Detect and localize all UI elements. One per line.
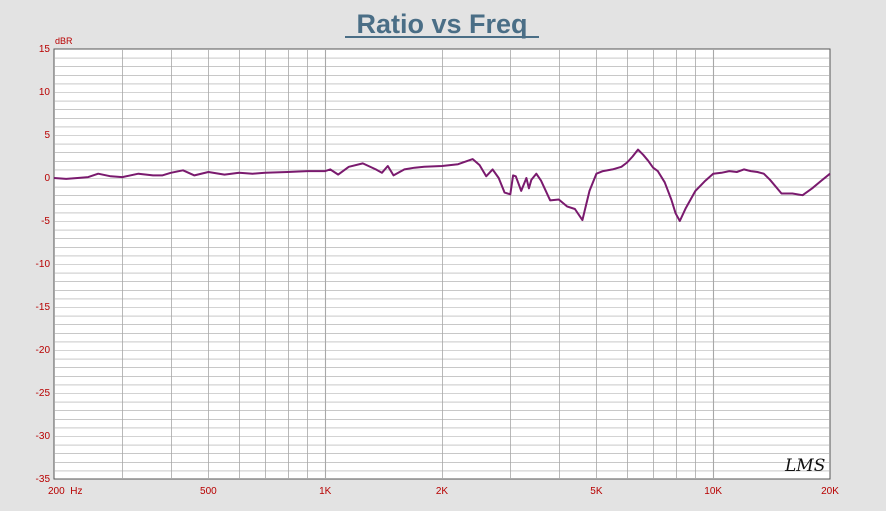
y-tick-label: 15 bbox=[39, 44, 51, 55]
y-tick-labels: 15 10 5 0 -5 -10 -15 -20 -25 -30 -35 bbox=[36, 44, 51, 485]
y-tick-label: -30 bbox=[36, 431, 51, 442]
y-unit-label: dBR bbox=[55, 36, 73, 46]
y-tick-label: -25 bbox=[36, 388, 51, 399]
chart-title: Ratio vs Freq bbox=[356, 9, 527, 39]
y-tick-label: -10 bbox=[36, 259, 51, 270]
y-tick-label: 0 bbox=[44, 173, 50, 184]
y-tick-label: -15 bbox=[36, 302, 51, 313]
x-tick-label: 1K bbox=[319, 486, 332, 497]
x-tick-label: 10K bbox=[704, 486, 722, 497]
x-tick-labels: 200 Hz 500 1K 2K 5K 10K 20K bbox=[48, 486, 839, 497]
ratio-series-line bbox=[53, 148, 831, 222]
lms-watermark: LMS bbox=[784, 456, 825, 476]
series-layer bbox=[53, 148, 831, 222]
y-tick-label: -5 bbox=[41, 216, 50, 227]
x-tick-label: 5K bbox=[590, 486, 603, 497]
y-tick-label: -35 bbox=[36, 474, 51, 485]
x-tick-label: 2K bbox=[436, 486, 449, 497]
y-tick-label: 10 bbox=[39, 87, 51, 98]
y-tick-label: 5 bbox=[44, 130, 50, 141]
y-tick-label: -20 bbox=[36, 345, 51, 356]
plot-area bbox=[53, 48, 831, 480]
x-tick-label: 200 Hz bbox=[48, 486, 82, 497]
x-tick-label: 500 bbox=[200, 486, 217, 497]
grid-lines bbox=[54, 49, 830, 479]
x-tick-label: 20K bbox=[821, 486, 839, 497]
